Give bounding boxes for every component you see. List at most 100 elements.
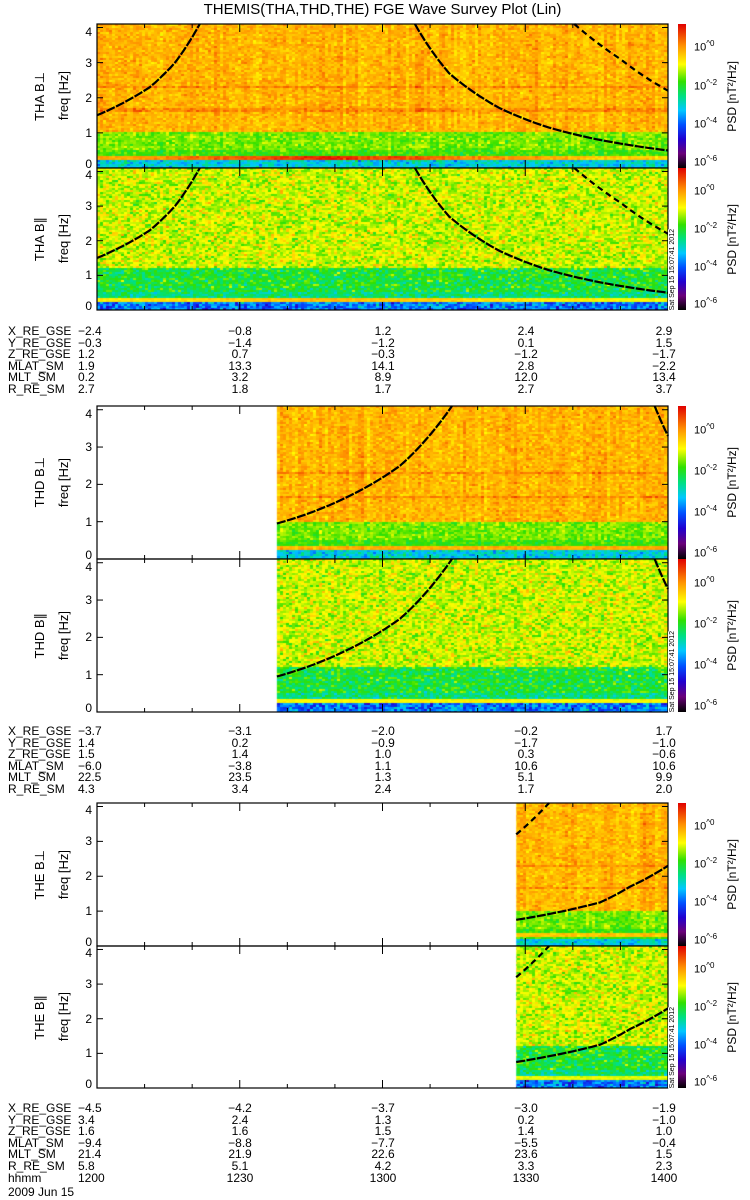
- freq-axis-label-wrap: freq [Hz]: [56, 406, 72, 559]
- y-tick-label: 4: [85, 24, 92, 39]
- freq-axis-label: freq [Hz]: [56, 849, 71, 900]
- row-value: 2.8: [517, 358, 535, 373]
- row-value: −0.3: [371, 347, 395, 362]
- colorbar-tick-label: 10^-6: [694, 932, 718, 948]
- row-value: 0.7: [231, 347, 249, 362]
- row-label: X_RE_GSE: [8, 1101, 72, 1115]
- cyclotron-curve-solid: [653, 558, 669, 590]
- cyclotron-curve-solid: [276, 558, 453, 678]
- y-tick-label: 1: [85, 1046, 92, 1061]
- y-tick-label: 0: [85, 935, 92, 949]
- row-value: 2.7: [78, 382, 95, 396]
- colorbar-tick-label: 10^-4: [694, 1036, 718, 1052]
- colorbar-tick-label: 10^-6: [694, 1074, 718, 1090]
- row-value: 2.3: [655, 1159, 673, 1173]
- cyclotron-curve-solid: [413, 23, 669, 152]
- row-label: X_RE_GSE: [8, 724, 72, 738]
- date-label: 2009 Jun 15: [8, 1185, 75, 1199]
- plot-overlay: [96, 405, 669, 560]
- cyclotron-curve-dashed: [515, 802, 550, 836]
- panel-ylabel: THA B∥: [32, 216, 47, 262]
- freq-axis-label-wrap: freq [Hz]: [56, 168, 72, 310]
- freq-axis-label: freq [Hz]: [56, 457, 71, 508]
- plot-title: THEMIS(THA,THD,THE) FGE Wave Survey Plot…: [203, 1, 562, 18]
- colorbar-tick-label: 10^0: [694, 39, 715, 54]
- row-value: −0.3: [78, 335, 102, 350]
- row-value: 21.4: [78, 1147, 102, 1162]
- row-value: 0.2: [78, 370, 95, 385]
- row-value: 12.0: [514, 370, 538, 385]
- row-value: 1.7: [517, 782, 535, 796]
- cyclotron-curve-solid: [413, 167, 669, 294]
- row-value: −1.2: [371, 335, 395, 350]
- row-value: 3.7: [655, 382, 673, 396]
- row-value: 1.9: [78, 358, 95, 373]
- timestamp-wrap: Sat Sep 15 15:07:41 2012: [668, 200, 677, 310]
- plot-frame: [96, 405, 669, 560]
- spectrogram-panel-0: [96, 23, 669, 169]
- row-label: MLAT_SM: [8, 358, 64, 373]
- colorbar-tick-label: 10^-2: [694, 463, 718, 478]
- colorbar-tick-label: 10^0: [694, 422, 715, 438]
- row-value: 3.3: [517, 1159, 535, 1173]
- row-value: 23.6: [514, 1147, 538, 1162]
- colorbar-tick-label: 10^0: [694, 960, 715, 976]
- row-value: 4.3: [78, 782, 95, 796]
- freq-axis-label: freq [Hz]: [56, 992, 71, 1042]
- row-value: −1.0: [652, 735, 676, 750]
- y-tick-label: 3: [85, 834, 92, 849]
- y-tick-label: 3: [85, 440, 92, 455]
- cyclotron-curve-solid: [516, 864, 669, 921]
- row-label: R_RE_SM: [8, 382, 65, 396]
- row-value: 21.9: [228, 1147, 252, 1162]
- spectrogram-image: [97, 559, 668, 712]
- row-value: 0.2: [517, 1112, 535, 1127]
- cyclotron-curve-solid: [516, 1007, 669, 1064]
- row-value: −7.7: [371, 1135, 395, 1150]
- row-value: −4.5: [78, 1101, 102, 1115]
- y-tick-label: 1: [85, 904, 92, 919]
- y-tick-label: 0: [85, 548, 92, 562]
- colorbar-label: PSD [nT²/Hz]: [725, 600, 739, 671]
- row-value: 14.1: [371, 358, 395, 373]
- y-tick-label: 2: [85, 630, 92, 645]
- y-tick-label: 1: [85, 667, 92, 682]
- row-value: 0.3: [517, 747, 535, 762]
- cyclotron-curve-dashed: [573, 167, 669, 235]
- y-tick-label: 3: [85, 593, 92, 608]
- row-value: 2.4: [231, 1112, 249, 1127]
- row-label: Y_RE_GSE: [8, 1112, 72, 1127]
- spectrogram-image: [97, 803, 668, 946]
- colorbar-tick-label: 10^-4: [694, 657, 718, 672]
- row-value: 3.4: [78, 1112, 95, 1127]
- colorbar: [678, 168, 686, 310]
- spectrogram-image: [97, 946, 668, 1088]
- y-tick-label: 3: [85, 977, 92, 992]
- colorbar-label-wrap: PSD [nT²/Hz]: [724, 946, 740, 1088]
- row-value: 1.6: [78, 1124, 95, 1139]
- freq-axis-label-wrap: freq [Hz]: [56, 24, 72, 168]
- plot-frame: [96, 945, 669, 1089]
- row-value: 1.8: [231, 382, 249, 396]
- row-value: 1.3: [374, 770, 392, 785]
- row-value: 1.7: [374, 382, 392, 396]
- row-value: 1.4: [78, 735, 95, 750]
- row-value: 1.7: [655, 724, 673, 738]
- row-value: 1.6: [231, 1124, 249, 1139]
- row-value: −6.0: [78, 758, 102, 773]
- cyclotron-curve-dashed: [515, 945, 550, 979]
- row-value: 13.3: [228, 358, 252, 373]
- row-value: 1.1: [374, 758, 392, 773]
- row-value: −0.6: [652, 747, 676, 762]
- freq-axis-label-wrap: freq [Hz]: [56, 803, 72, 946]
- row-label: X_RE_GSE: [8, 324, 72, 338]
- y-tick-label: 2: [85, 90, 92, 105]
- cyclotron-curve-solid: [653, 405, 669, 437]
- row-value: −2.0: [371, 724, 395, 738]
- row-value: −1.2: [514, 347, 538, 362]
- row-value: 3.4: [231, 782, 249, 796]
- row-value: −3.1: [228, 724, 252, 738]
- row-value: 2.7: [517, 382, 535, 396]
- row-value: 1.0: [655, 1124, 673, 1139]
- y-tick-label: 3: [85, 55, 92, 70]
